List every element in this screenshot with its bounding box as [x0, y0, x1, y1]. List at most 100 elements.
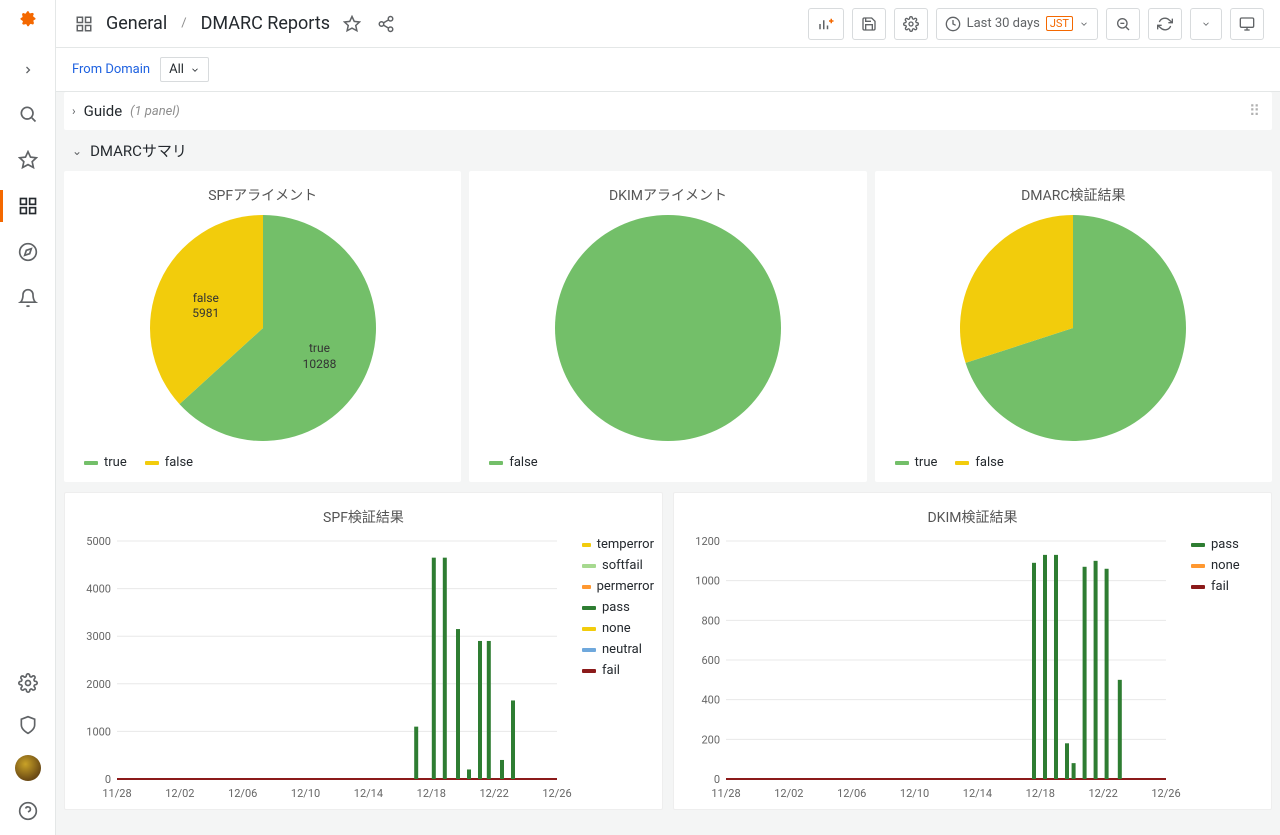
legend-item[interactable]: false	[489, 455, 537, 470]
svg-text:12/10: 12/10	[900, 787, 929, 800]
variable-select-from-domain[interactable]: All	[160, 57, 209, 82]
svg-text:12/14: 12/14	[354, 787, 383, 800]
panel-dkim-alignment[interactable]: DKIMアライメント false	[469, 171, 866, 482]
star-dashboard-icon[interactable]	[340, 12, 364, 36]
expand-sidebar-icon[interactable]	[18, 60, 38, 80]
legend-item[interactable]: pass	[1191, 537, 1263, 552]
svg-text:4000: 4000	[86, 583, 111, 596]
svg-text:1000: 1000	[695, 575, 720, 588]
pie-slice-label: false5981	[181, 291, 231, 322]
svg-text:600: 600	[701, 654, 720, 667]
time-range-label: Last 30 days	[967, 16, 1040, 31]
time-range-picker[interactable]: Last 30 days JST	[936, 8, 1098, 40]
legend-item[interactable]: false	[955, 455, 1003, 470]
help-icon[interactable]	[16, 799, 40, 823]
breadcrumb-dashboard[interactable]: DMARC Reports	[201, 13, 330, 34]
row-title: DMARCサマリ	[90, 140, 187, 161]
refresh-interval-button[interactable]	[1190, 8, 1222, 40]
user-avatar[interactable]	[15, 755, 41, 781]
panel-dkim-result[interactable]: DKIM検証結果 0 200 400 600 800 1000 1200 11/28 12/02…	[673, 492, 1272, 810]
svg-text:12/06: 12/06	[837, 787, 866, 800]
variable-bar: From Domain All	[56, 48, 1280, 92]
svg-text:12/02: 12/02	[774, 787, 803, 800]
alerting-icon[interactable]	[16, 286, 40, 310]
svg-text:12/22: 12/22	[1089, 787, 1118, 800]
panel-title: DKIM検証結果	[682, 507, 1263, 527]
legend-item[interactable]: softfail	[582, 558, 654, 573]
svg-text:11/28: 11/28	[102, 787, 131, 800]
legend-item[interactable]: false	[145, 455, 193, 470]
svg-text:0: 0	[714, 773, 720, 786]
legend-item[interactable]: fail	[1191, 579, 1263, 594]
legend-item[interactable]: temperror	[582, 537, 654, 552]
legend-item[interactable]: pass	[582, 600, 654, 615]
legend-item[interactable]: true	[895, 455, 938, 470]
svg-text:11/28: 11/28	[711, 787, 740, 800]
svg-text:12/06: 12/06	[228, 787, 257, 800]
cycle-view-button[interactable]	[1230, 8, 1264, 40]
admin-icon[interactable]	[16, 713, 40, 737]
legend-item[interactable]: true	[84, 455, 127, 470]
row-panel-count: (1 panel)	[130, 104, 180, 119]
legend-item[interactable]: none	[1191, 558, 1263, 573]
row-guide[interactable]: › Guide (1 panel) ⠿	[64, 92, 1272, 130]
svg-text:400: 400	[701, 694, 720, 707]
grafana-logo[interactable]	[14, 8, 42, 36]
svg-text:1200: 1200	[695, 535, 720, 548]
breadcrumb-folder[interactable]: General	[106, 13, 167, 34]
svg-text:12/18: 12/18	[1026, 787, 1055, 800]
panel-title: SPF検証結果	[73, 507, 654, 527]
variable-label-from-domain: From Domain	[72, 62, 150, 77]
svg-text:12/10: 12/10	[291, 787, 320, 800]
legend-item[interactable]: none	[582, 621, 654, 636]
pie-panels-row: SPFアライメント true10288 false5981 true false D…	[64, 171, 1272, 482]
dashboard-settings-button[interactable]	[894, 8, 928, 40]
svg-text:3000: 3000	[86, 630, 111, 643]
dashboard-content: › Guide (1 panel) ⠿ ⌄ DMARCサマリ SPFアライメント…	[56, 92, 1280, 835]
variable-value: All	[169, 62, 184, 77]
topbar: General / DMARC Reports Last 30 days	[56, 0, 1280, 48]
configuration-icon[interactable]	[16, 671, 40, 695]
left-sidebar	[0, 0, 56, 835]
svg-text:200: 200	[701, 733, 720, 746]
svg-text:12/26: 12/26	[1151, 787, 1180, 800]
svg-text:12/26: 12/26	[542, 787, 571, 800]
legend-item[interactable]: permerror	[582, 579, 654, 594]
zoom-out-button[interactable]	[1106, 8, 1140, 40]
drag-handle-icon[interactable]: ⠿	[1249, 102, 1262, 120]
panel-title: DMARC検証結果	[1021, 185, 1125, 205]
share-dashboard-icon[interactable]	[374, 12, 398, 36]
panel-dmarc-result[interactable]: DMARC検証結果 true false	[875, 171, 1272, 482]
panel-title: SPFアライメント	[208, 185, 317, 205]
main-area: General / DMARC Reports Last 30 days	[56, 0, 1280, 835]
svg-text:5000: 5000	[86, 535, 111, 548]
breadcrumb-separator: /	[181, 16, 186, 31]
dashboards-breadcrumb-icon[interactable]	[72, 12, 96, 36]
panel-spf-alignment[interactable]: SPFアライメント true10288 false5981 true false	[64, 171, 461, 482]
panel-spf-result[interactable]: SPF検証結果 0 1000 2000 3000 4000 5000 11/28 12/02 1…	[64, 492, 663, 810]
pie-slice-label: true10288	[295, 341, 345, 372]
svg-text:0: 0	[105, 773, 111, 786]
svg-text:12/02: 12/02	[165, 787, 194, 800]
svg-text:12/14: 12/14	[963, 787, 992, 800]
panel-title: DKIMアライメント	[609, 185, 727, 205]
dashboards-icon[interactable]	[16, 194, 40, 218]
starred-icon[interactable]	[16, 148, 40, 172]
refresh-button[interactable]	[1148, 8, 1182, 40]
explore-icon[interactable]	[16, 240, 40, 264]
svg-text:800: 800	[701, 614, 720, 627]
legend-item[interactable]: neutral	[582, 642, 654, 657]
bar-panels-row: SPF検証結果 01000200030004000500011/2812/021…	[64, 492, 1272, 810]
save-dashboard-button[interactable]	[852, 8, 886, 40]
svg-text:1000: 1000	[86, 725, 111, 738]
add-panel-button[interactable]	[808, 8, 844, 40]
chevron-down-icon: ⌄	[72, 144, 82, 158]
row-title: Guide	[84, 102, 123, 120]
search-icon[interactable]	[16, 102, 40, 126]
svg-text:2000: 2000	[86, 678, 111, 691]
svg-text:12/18: 12/18	[417, 787, 446, 800]
svg-text:12/22: 12/22	[480, 787, 509, 800]
chevron-right-icon: ›	[72, 104, 76, 118]
row-dmarc-summary[interactable]: ⌄ DMARCサマリ	[64, 130, 1272, 171]
legend-item[interactable]: fail	[582, 663, 654, 678]
